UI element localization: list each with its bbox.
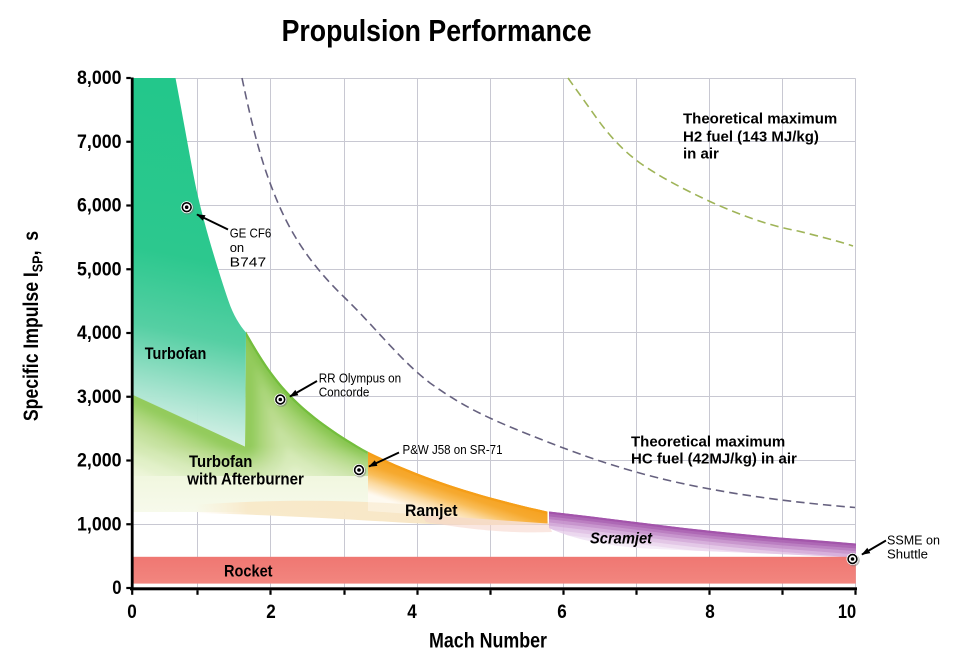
- svg-text:RR Olympus on: RR Olympus on: [319, 371, 402, 386]
- svg-text:10: 10: [838, 602, 856, 623]
- svg-text:4: 4: [407, 602, 417, 623]
- svg-text:8,000: 8,000: [77, 67, 122, 89]
- svg-text:6: 6: [557, 602, 567, 623]
- svg-text:Scramjet: Scramjet: [590, 531, 653, 548]
- svg-text:1,000: 1,000: [77, 513, 122, 535]
- svg-text:SSME on: SSME on: [887, 533, 940, 548]
- svg-text:8: 8: [705, 602, 715, 623]
- svg-text:Specific Impulse ISP, s: Specific Impulse ISP, s: [20, 231, 46, 421]
- svg-text:0: 0: [127, 602, 137, 623]
- svg-text:2,000: 2,000: [77, 450, 122, 472]
- svg-text:6,000: 6,000: [77, 195, 122, 217]
- svg-text:HC fuel (42MJ/kg) in air: HC fuel (42MJ/kg) in air: [631, 451, 797, 468]
- svg-text:Ramjet: Ramjet: [405, 501, 458, 520]
- svg-text:Turbofan: Turbofan: [189, 452, 252, 471]
- svg-text:in air: in air: [683, 146, 719, 163]
- svg-text:Concorde: Concorde: [319, 385, 370, 400]
- svg-text:H2 fuel (143 MJ/kg): H2 fuel (143 MJ/kg): [683, 129, 819, 146]
- svg-text:Propulsion Performance: Propulsion Performance: [282, 13, 592, 48]
- svg-text:GE CF6: GE CF6: [230, 226, 272, 241]
- svg-text:Turbofan: Turbofan: [145, 344, 207, 363]
- svg-text:3,000: 3,000: [77, 386, 122, 408]
- svg-text:B747: B747: [230, 254, 267, 269]
- svg-text:Theoretical maximum: Theoretical maximum: [631, 434, 785, 451]
- svg-text:Mach Number: Mach Number: [429, 629, 547, 652]
- svg-text:on: on: [230, 240, 244, 255]
- svg-text:4,000: 4,000: [77, 322, 122, 344]
- svg-text:7,000: 7,000: [77, 131, 122, 153]
- svg-text:0: 0: [112, 577, 121, 599]
- svg-text:with Afterburner: with Afterburner: [186, 470, 304, 489]
- svg-text:Rocket: Rocket: [224, 562, 273, 581]
- svg-text:2: 2: [266, 602, 276, 623]
- svg-text:5,000: 5,000: [77, 258, 122, 280]
- svg-text:Shuttle: Shuttle: [887, 547, 928, 562]
- svg-text:P&W J58 on SR-71: P&W J58 on SR-71: [403, 442, 503, 457]
- svg-text:Theoretical maximum: Theoretical maximum: [683, 111, 837, 128]
